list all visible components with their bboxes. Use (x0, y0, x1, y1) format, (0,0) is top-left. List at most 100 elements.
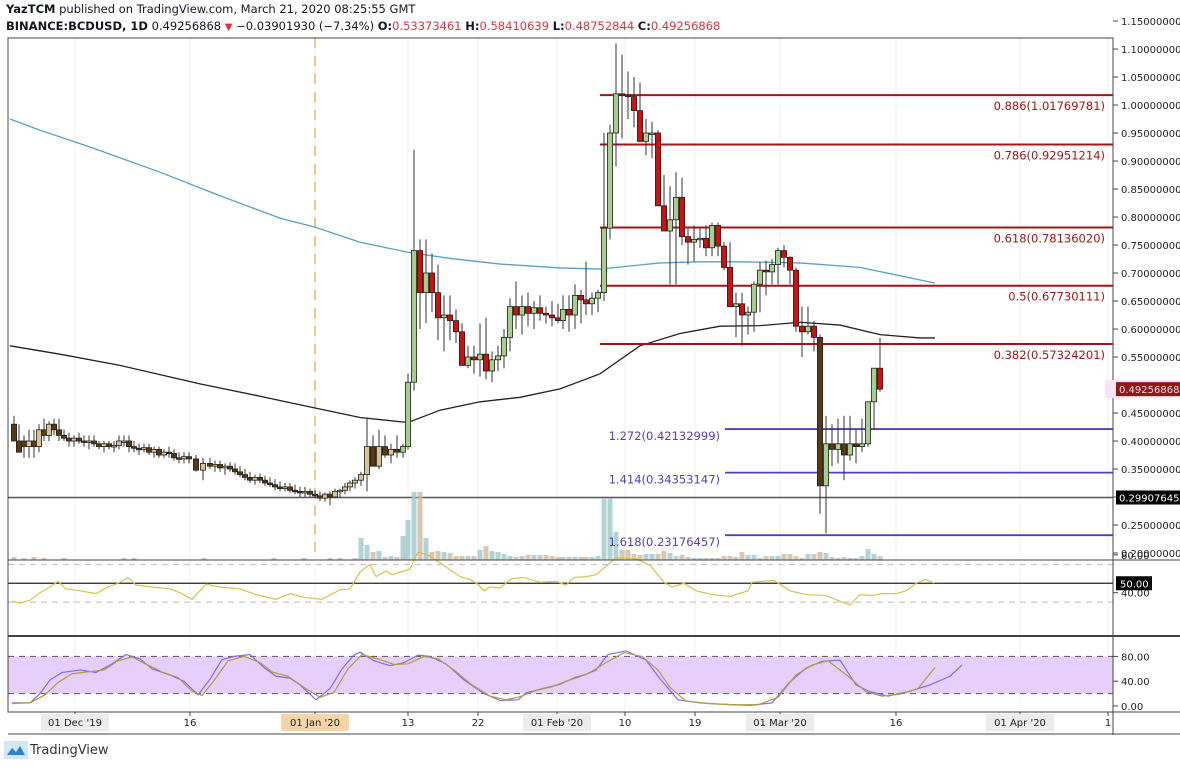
candle-body (506, 306, 513, 338)
time-tick-label: 19 (689, 718, 702, 729)
time-tick-label: 01 Apr '20 (994, 718, 1046, 729)
volume-bar (817, 552, 823, 560)
volume-bar (715, 558, 721, 560)
time-label-bg (523, 714, 591, 731)
candle-body (589, 297, 596, 305)
candle-body (341, 486, 348, 491)
candle-body (775, 250, 782, 266)
candle-body (76, 437, 83, 442)
time-tick-label: 1 (1105, 718, 1111, 729)
volume-bar (787, 554, 793, 560)
volume-bar (489, 551, 495, 560)
candle-body (446, 314, 453, 321)
time-tick-label: 16 (184, 718, 197, 729)
candle-body (261, 479, 268, 484)
candle-body (513, 306, 520, 316)
volume-bar (411, 492, 417, 560)
volume-bar (619, 550, 625, 560)
candle-body (829, 443, 836, 450)
fibonacci-levels[interactable]: 0.886(1.01769781) 0.786(0.92951214) 0.618(… (600, 94, 1113, 549)
candle-body (145, 447, 152, 453)
price-tick-label: 1.15000000 (1121, 17, 1180, 28)
fib-level-label: 0.382(0.57324201) (994, 348, 1105, 362)
candle-body (363, 446, 370, 476)
candle-body (199, 462, 206, 471)
volume-bar (61, 558, 67, 560)
candle-body (375, 446, 382, 467)
candle-body (291, 489, 298, 493)
candle-body (619, 93, 626, 96)
candle-body (434, 292, 441, 319)
volume-bar (703, 558, 709, 560)
candle-body (81, 440, 88, 443)
volume-bar (483, 546, 489, 560)
candle-body (30, 440, 37, 447)
author[interactable]: YazTCM (6, 2, 56, 16)
candle-body (369, 446, 376, 467)
candle-body (86, 440, 93, 443)
ma200-line (9, 118, 936, 284)
open-value: 0.53373461 (392, 19, 462, 33)
candle-body (206, 462, 213, 467)
price-tick-label: 0.35000000 (1121, 465, 1180, 476)
volume-bar (388, 556, 394, 560)
symbol[interactable]: BINANCE:BCDUSD, 1D (6, 19, 148, 33)
candle-body (440, 314, 447, 319)
volume-bar (471, 556, 477, 560)
volume-bar (327, 558, 333, 560)
candle-body (135, 447, 142, 451)
time-label-bg (986, 714, 1054, 731)
candle-body (859, 443, 866, 447)
candle-body (458, 331, 465, 366)
axes: 1.15000000 1.10000000 1.05000000 1.00000000… (7, 17, 1180, 735)
candle-body (96, 443, 103, 447)
candle-body (805, 325, 812, 333)
volume-bar (631, 554, 637, 560)
candle-body (727, 266, 734, 307)
time-tick-label: 10 (619, 718, 632, 729)
volume-bar (811, 554, 817, 560)
fib-level-label: 0.5(0.67730111) (1008, 290, 1105, 304)
stoch-rsi-pane: 80.00 40.00 0.00 (8, 650, 1150, 713)
time-tick-label: 16 (890, 718, 903, 729)
time-label-bg (746, 714, 814, 731)
candle-body (555, 317, 562, 321)
volume-bar (513, 557, 519, 560)
brand-name: TradingView (30, 742, 109, 758)
candle-body (679, 196, 686, 237)
candle-body (321, 493, 328, 499)
candle-body (121, 440, 128, 443)
volume-bar (121, 558, 127, 560)
volume-bar (793, 556, 799, 560)
down-arrow-icon: ▼ (224, 22, 233, 33)
candle-body (46, 423, 53, 436)
candle-body (757, 269, 764, 285)
volume-bar (429, 552, 435, 560)
volume-bar (847, 558, 853, 560)
time-label-bg (281, 714, 349, 731)
volume-bar (423, 538, 429, 560)
candle-body (799, 325, 806, 333)
candle-body (763, 269, 770, 273)
volume-bar (566, 557, 572, 560)
candle-body (422, 272, 429, 294)
stoch-band-fill (8, 656, 1113, 694)
candle-body (266, 482, 273, 486)
stoch-d-line (11, 652, 936, 706)
volume-bar (560, 557, 566, 560)
rsi-tick-label: 40.00 (1121, 589, 1150, 600)
rsi-line (11, 551, 935, 606)
close-label: C: (637, 19, 651, 33)
tradingview-logo[interactable]: TradingView (4, 741, 109, 759)
candle-body (769, 264, 776, 273)
fib-extension-label: 1.414(0.34353147) (609, 473, 720, 487)
candle-body (613, 93, 620, 134)
volume-bar (625, 550, 631, 560)
candle-body (71, 437, 78, 442)
volume-bar (739, 552, 745, 560)
candle-body (525, 306, 532, 314)
candle-body (733, 303, 740, 307)
candle-body (721, 245, 728, 268)
